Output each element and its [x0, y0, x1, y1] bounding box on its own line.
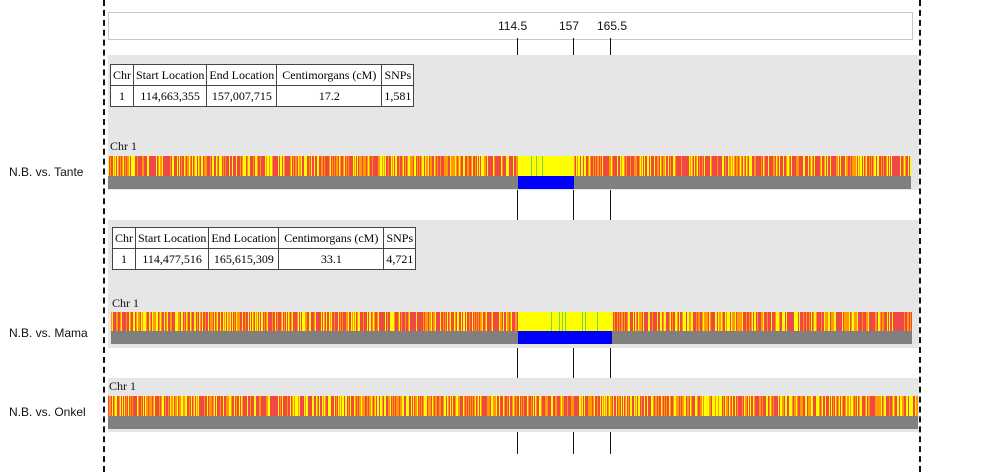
position-tick: [610, 348, 611, 378]
position-label-1: 114.5: [498, 19, 528, 33]
position-tick: [517, 190, 518, 220]
cell-snps: 4,721: [383, 248, 417, 270]
chromosome-stripes: [111, 312, 912, 332]
position-tick: [573, 348, 574, 378]
comparison-label-mama: N.B. vs. Mama: [9, 326, 88, 340]
chromosome-stripes: [108, 156, 911, 176]
match-track-tante: [108, 176, 911, 189]
header-snps: SNPs: [383, 227, 417, 249]
cell-end: 157,007,715: [206, 85, 278, 107]
matched-segment-mama: [518, 331, 612, 344]
table-row: 1 114,663,355 157,007,715 17.2 1,581: [110, 85, 415, 107]
comparison-label-onkel: N.B. vs. Onkel: [9, 405, 86, 419]
position-tick: [517, 348, 518, 378]
match-track-mama: [111, 331, 912, 344]
chromosome-bar-onkel: [108, 396, 918, 416]
position-tick: [517, 432, 518, 454]
header-start: Start Location: [134, 227, 210, 249]
position-tick: [573, 432, 574, 454]
header-cm: Centimorgans (cM): [276, 64, 383, 86]
position-label-2: 157: [559, 19, 580, 33]
position-tick: [610, 432, 611, 454]
segment-table-tante: Chr Start Location End Location Centimor…: [110, 64, 415, 107]
header-start: Start Location: [132, 64, 208, 86]
table-row: 1 114,477,516 165,615,309 33.1 4,721: [112, 248, 417, 270]
table-header-row: Chr Start Location End Location Centimor…: [110, 64, 415, 86]
matched-segment-tante: [518, 176, 574, 189]
chromosome-bar-tante: [108, 156, 911, 176]
cell-cm: 17.2: [276, 85, 383, 107]
chromosome-bar-mama: [111, 312, 912, 332]
chr-label-mama: Chr 1: [112, 296, 139, 310]
position-tick: [610, 190, 611, 220]
chr-label-tante: Chr 1: [110, 139, 137, 153]
position-tick: [610, 38, 611, 55]
chr-label-onkel: Chr 1: [109, 379, 136, 393]
position-tick: [517, 38, 518, 55]
cell-snps: 1,581: [381, 85, 415, 107]
segment-table-mama: Chr Start Location End Location Centimor…: [112, 227, 417, 270]
header-chr: Chr: [110, 64, 134, 86]
header-cm: Centimorgans (cM): [278, 227, 385, 249]
cell-chr: 1: [110, 85, 134, 107]
cell-cm: 33.1: [278, 248, 385, 270]
right-boundary-line: [919, 0, 921, 472]
cell-chr: 1: [112, 248, 136, 270]
table-header-row: Chr Start Location End Location Centimor…: [112, 227, 417, 249]
header-end: End Location: [206, 64, 278, 86]
comparison-label-tante: N.B. vs. Tante: [9, 165, 84, 179]
cell-end: 165,615,309: [208, 248, 280, 270]
cell-start: 114,477,516: [134, 248, 210, 270]
header-end: End Location: [208, 227, 280, 249]
position-tick: [573, 38, 574, 55]
left-boundary-line: [103, 0, 105, 472]
position-tick: [573, 190, 574, 220]
header-snps: SNPs: [381, 64, 415, 86]
position-label-3: 165.5: [597, 19, 628, 33]
position-header: [108, 12, 913, 40]
header-chr: Chr: [112, 227, 136, 249]
cell-start: 114,663,355: [132, 85, 208, 107]
chromosome-stripes: [108, 396, 918, 416]
match-track-onkel: [108, 416, 918, 429]
